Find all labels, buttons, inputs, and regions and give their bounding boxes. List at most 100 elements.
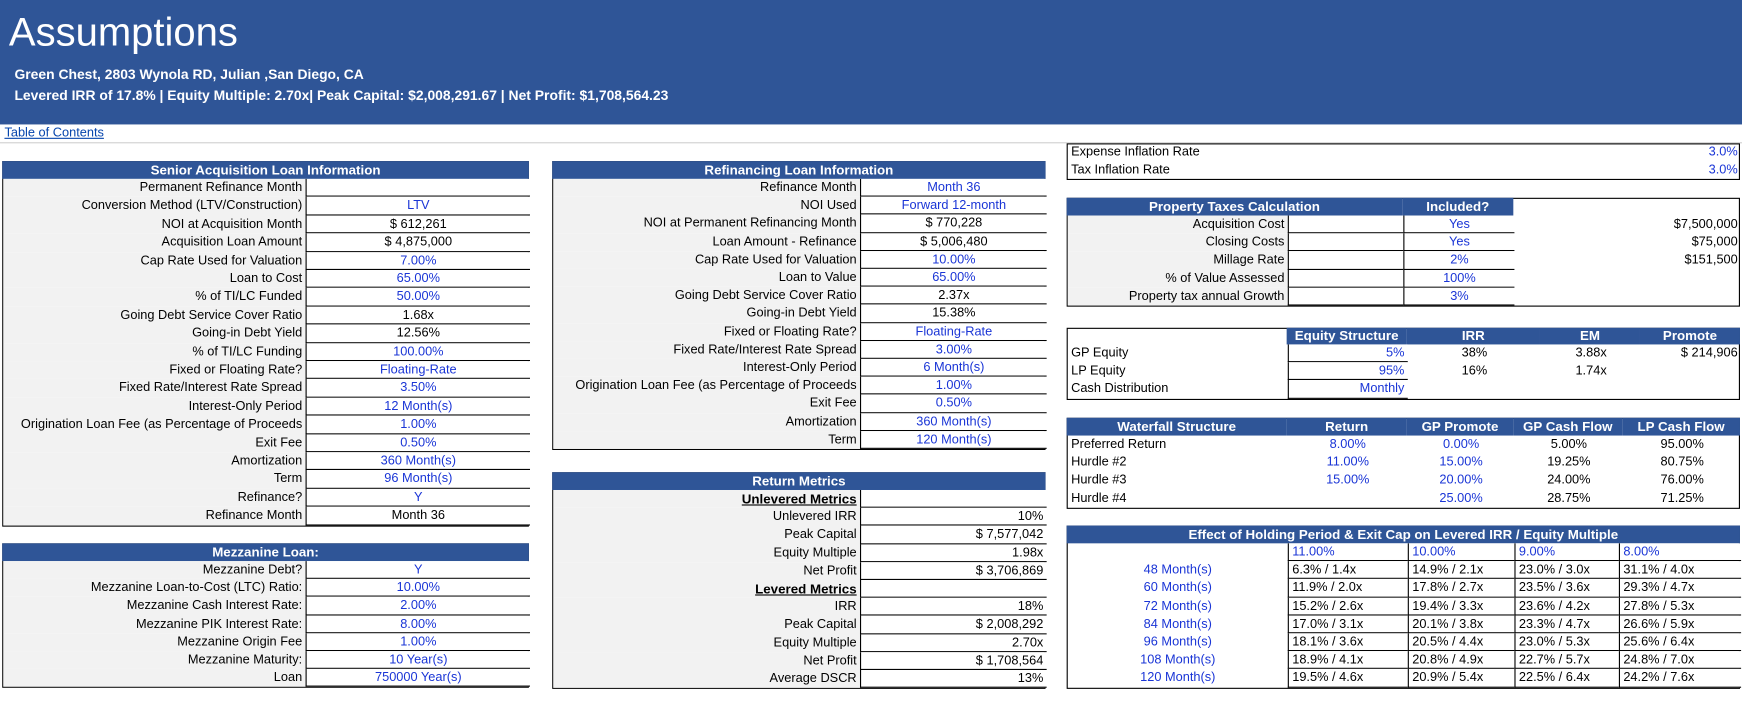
cell-value: 14.9% / 2.1x — [1407, 561, 1515, 580]
cell-value: 20.9% / 5.4x — [1407, 669, 1515, 688]
section-header: Equity Structure — [1286, 327, 1407, 345]
row-label: Millage Rate — [1067, 251, 1288, 270]
cell-value: 13% — [859, 669, 1047, 688]
cell-value: 3.00% — [859, 340, 1047, 359]
cell-value: 3.88x — [1575, 346, 1607, 360]
cell-value: 1.74x — [1575, 364, 1607, 378]
row-label: Levered Metrics — [553, 579, 860, 598]
row-label: Refinance? — [3, 488, 306, 507]
row-label: Going Debt Service Cover Ratio — [553, 286, 860, 305]
senior-loan-table: Senior Acquisition Loan Information Perma… — [2, 161, 530, 527]
row-label: Fixed or Floating Rate? — [3, 361, 306, 380]
row-label: Mezzanine Origin Fee — [3, 633, 306, 652]
cell-value: 6.3% / 1.4x — [1287, 561, 1408, 580]
cell-value: 2.37x — [859, 286, 1047, 305]
cell-value: 360 Month(s) — [305, 452, 530, 471]
cell-value: $ 7,577,042 — [859, 525, 1047, 544]
cell-value: $ 4,875,000 — [305, 233, 530, 252]
toc-link[interactable]: Table of Contents — [4, 126, 104, 140]
row-label: Net Profit — [553, 651, 860, 670]
cell-value: 23.6% / 4.2x — [1514, 597, 1619, 616]
row-label: Hurdle #4 — [1071, 491, 1127, 506]
cell-value: $ 3,706,869 — [859, 561, 1047, 580]
cell-value: 3.0% — [1708, 145, 1738, 159]
cell-value: 22.5% / 6.4x — [1514, 669, 1619, 688]
cell-value: 15.38% — [859, 304, 1047, 323]
holding-period-table: Effect of Holding Period & Exit Cap on L… — [1066, 525, 1742, 689]
row-label: Term — [3, 470, 306, 489]
section-header: GP Promote — [1406, 417, 1514, 436]
cell-value: $ 612,261 — [305, 215, 530, 234]
cell-value — [1288, 490, 1408, 508]
cell-value — [305, 178, 530, 198]
cell-value: Y — [305, 488, 530, 507]
cell-value: 750000 Year(s) — [305, 669, 530, 688]
row-label: Loan to Value — [553, 268, 860, 287]
row-label: Tax Inflation Rate — [1071, 163, 1170, 177]
cell-value: 95.00% — [1660, 437, 1704, 452]
cell-value: 3.0% — [1708, 163, 1738, 177]
row-label: Equity Multiple — [553, 633, 860, 652]
row-label: Cap Rate Used for Valuation — [553, 250, 860, 269]
cell-value: 3% — [1403, 287, 1515, 306]
row-label: % of Value Assessed — [1067, 269, 1288, 288]
cell-value: 20.00% — [1439, 473, 1483, 488]
row-label: Interest-Only Period — [3, 397, 306, 416]
cell-value: 24.2% / 7.6x — [1618, 669, 1742, 688]
row-label: 108 Month(s) — [1140, 653, 1216, 667]
cell-value — [1514, 270, 1741, 288]
cell-value: 24.00% — [1547, 473, 1591, 488]
section-header: Senior Acquisition Loan Information — [2, 161, 529, 179]
cell-value: Y — [305, 561, 530, 580]
row-label: Mezzanine PIK Interest Rate: — [3, 615, 306, 634]
cell-value: 5.00% — [1550, 437, 1587, 452]
cell-value: 8.00% — [1618, 543, 1742, 562]
cell-value: 22.7% / 5.7x — [1514, 651, 1619, 670]
row-label: Exit Fee — [553, 394, 860, 413]
section-header: Mezzanine Loan: — [2, 543, 529, 562]
row-label: Amortization — [553, 412, 860, 431]
row-label: Origination Loan Fee (as Percentage of P… — [3, 415, 306, 434]
section-header: Return — [1286, 417, 1407, 436]
row-label: Mezzanine Debt? — [3, 561, 306, 580]
cell-value: 18.1% / 3.6x — [1287, 633, 1408, 652]
cell-value: 29.3% / 4.7x — [1618, 579, 1742, 598]
row-label: GP Equity — [1071, 346, 1129, 360]
row-label: Peak Capital — [553, 525, 860, 544]
cell-value: 18% — [859, 597, 1047, 616]
cell-value: 0.50% — [859, 394, 1047, 413]
cell-value: 7.00% — [305, 251, 530, 270]
cell-value — [1287, 287, 1404, 306]
cell-value: 1.00% — [305, 415, 530, 434]
row-label: Exit Fee — [3, 433, 306, 453]
row-label: 60 Month(s) — [1143, 581, 1212, 595]
cell-value — [1287, 215, 1404, 234]
row-label: Property tax annual Growth — [1067, 287, 1288, 306]
row-label: Loan Amount - Refinance — [553, 232, 860, 251]
cell-value: $ 5,006,480 — [859, 232, 1047, 251]
cell-value: 1.00% — [305, 633, 530, 652]
section-header: Effect of Holding Period & Exit Cap on L… — [1066, 525, 1740, 544]
cell-value: 20.1% / 3.8x — [1407, 615, 1515, 634]
cell-value: 17.0% / 3.1x — [1287, 615, 1408, 634]
inflation-table: Expense Inflation Rate 3.0% Tax Inflation … — [1066, 143, 1740, 180]
row-label: Cap Rate Used for Valuation — [3, 251, 306, 270]
cell-value: 26.6% / 5.9x — [1618, 615, 1742, 634]
cell-value: 27.8% / 5.3x — [1618, 597, 1742, 616]
row-label: 84 Month(s) — [1143, 617, 1212, 631]
cell-value: 31.1% / 4.0x — [1618, 561, 1742, 580]
cell-value: 100.00% — [305, 342, 530, 362]
cell-value: 1.98x — [859, 543, 1047, 562]
cell-value: 2% — [1403, 251, 1515, 270]
cell-value: 23.0% / 5.3x — [1514, 633, 1619, 652]
cell-value: 23.0% / 3.0x — [1514, 561, 1619, 580]
cell-value: 25.6% / 6.4x — [1618, 633, 1742, 652]
cell-value: 95% — [1287, 362, 1408, 381]
row-label: Closing Costs — [1067, 233, 1288, 252]
cell-value: 19.25% — [1547, 455, 1591, 470]
row-label — [1068, 543, 1288, 561]
row-label: Acquisition Cost — [1067, 215, 1288, 234]
cell-value: 28.75% — [1547, 491, 1591, 506]
equity-structure-table: Equity Structure IRR EM Promote GP Equity 5% 3… — [1066, 327, 1740, 400]
